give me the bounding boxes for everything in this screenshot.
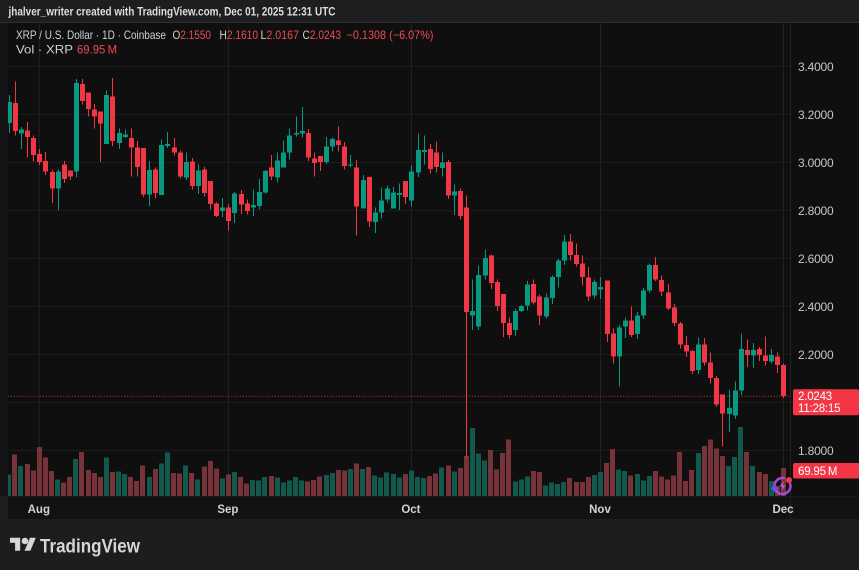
- svg-text:XRP / U.S. Dollar · 1D · Coinb: XRP / U.S. Dollar · 1D · Coinbase: [16, 28, 166, 42]
- svg-text:Aug: Aug: [28, 504, 50, 516]
- svg-text:Vol · XRP: Vol · XRP: [16, 43, 73, 57]
- svg-text:Sep: Sep: [217, 504, 238, 516]
- svg-text:Dec: Dec: [772, 504, 794, 516]
- svg-text:jhalver_writer created with Tr: jhalver_writer created with TradingView.…: [8, 5, 336, 19]
- svg-text:Oct: Oct: [401, 504, 420, 516]
- svg-text:2.0243: 2.0243: [798, 391, 832, 403]
- svg-text:TradingView: TradingView: [40, 537, 140, 558]
- svg-text:1.8000: 1.8000: [798, 444, 834, 458]
- svg-text:69.95 M: 69.95 M: [798, 466, 837, 478]
- svg-text:3.0000: 3.0000: [798, 156, 834, 170]
- svg-text:3.4000: 3.4000: [798, 60, 834, 74]
- svg-text:2.4000: 2.4000: [798, 300, 834, 314]
- svg-text:H2.1610: H2.1610: [220, 28, 259, 42]
- svg-text:11:28:15: 11:28:15: [798, 403, 840, 415]
- svg-text:2.6000: 2.6000: [798, 252, 834, 266]
- svg-text:Nov: Nov: [589, 504, 611, 516]
- svg-text:2.8000: 2.8000: [798, 204, 834, 218]
- svg-text:3.2000: 3.2000: [798, 108, 834, 122]
- svg-text:−0.1308 (−6.07%): −0.1308 (−6.07%): [347, 28, 434, 42]
- svg-text:O2.1550: O2.1550: [173, 28, 212, 42]
- svg-text:C2.0243: C2.0243: [303, 28, 342, 42]
- svg-text:L2.0167: L2.0167: [261, 28, 300, 42]
- svg-text:69.95 M: 69.95 M: [77, 43, 117, 57]
- svg-text:2.2000: 2.2000: [798, 348, 834, 362]
